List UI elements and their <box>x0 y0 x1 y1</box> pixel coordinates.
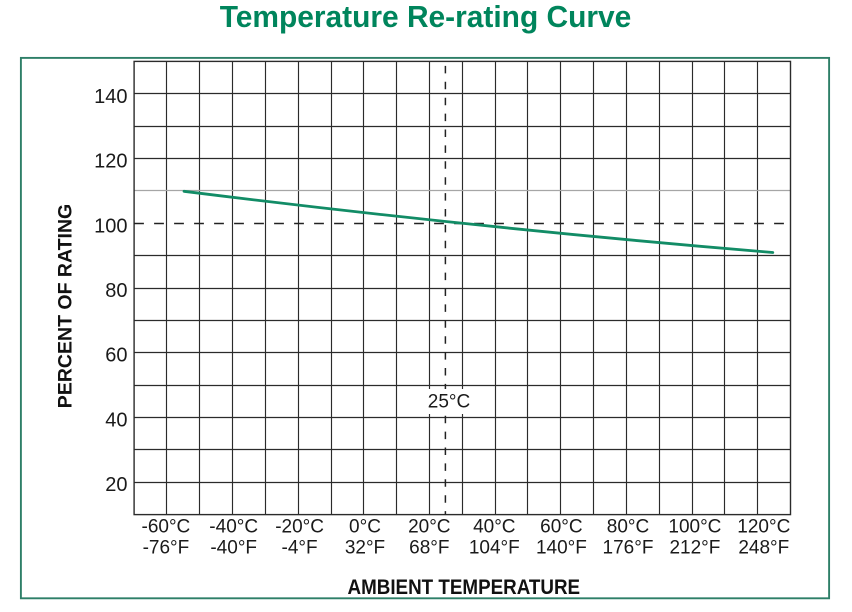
svg-text:212°F: 212°F <box>669 538 720 559</box>
svg-text:PERCENT OF RATING: PERCENT OF RATING <box>54 204 76 408</box>
svg-text:25°C: 25°C <box>428 392 470 413</box>
svg-text:176°F: 176°F <box>603 538 654 559</box>
svg-text:AMBIENT TEMPERATURE: AMBIENT TEMPERATURE <box>348 576 581 599</box>
svg-text:-76°F: -76°F <box>143 538 190 559</box>
svg-text:140: 140 <box>94 86 127 108</box>
svg-text:Temperature Re-rating Curve: Temperature Re-rating Curve <box>220 0 632 34</box>
svg-text:40: 40 <box>105 410 127 432</box>
svg-text:140°F: 140°F <box>536 538 587 559</box>
svg-text:68°F: 68°F <box>409 538 449 559</box>
svg-text:-60°C: -60°C <box>142 517 191 538</box>
svg-text:104°F: 104°F <box>469 538 520 559</box>
svg-text:248°F: 248°F <box>738 538 789 559</box>
svg-text:0°C: 0°C <box>349 517 381 538</box>
svg-text:-40°F: -40°F <box>210 538 257 559</box>
svg-text:-4°F: -4°F <box>282 538 318 559</box>
svg-text:80: 80 <box>105 280 127 302</box>
svg-text:120: 120 <box>94 151 127 173</box>
svg-text:120°C: 120°C <box>737 517 790 538</box>
svg-text:20: 20 <box>105 474 127 496</box>
svg-text:-40°C: -40°C <box>209 517 258 538</box>
svg-text:60: 60 <box>105 345 127 367</box>
svg-text:100°C: 100°C <box>668 517 721 538</box>
svg-text:80°C: 80°C <box>607 517 649 538</box>
svg-text:20°C: 20°C <box>408 517 450 538</box>
svg-text:100: 100 <box>94 215 127 237</box>
svg-text:60°C: 60°C <box>540 517 582 538</box>
svg-text:32°F: 32°F <box>345 538 385 559</box>
svg-text:-20°C: -20°C <box>275 517 324 538</box>
svg-text:40°C: 40°C <box>473 517 515 538</box>
